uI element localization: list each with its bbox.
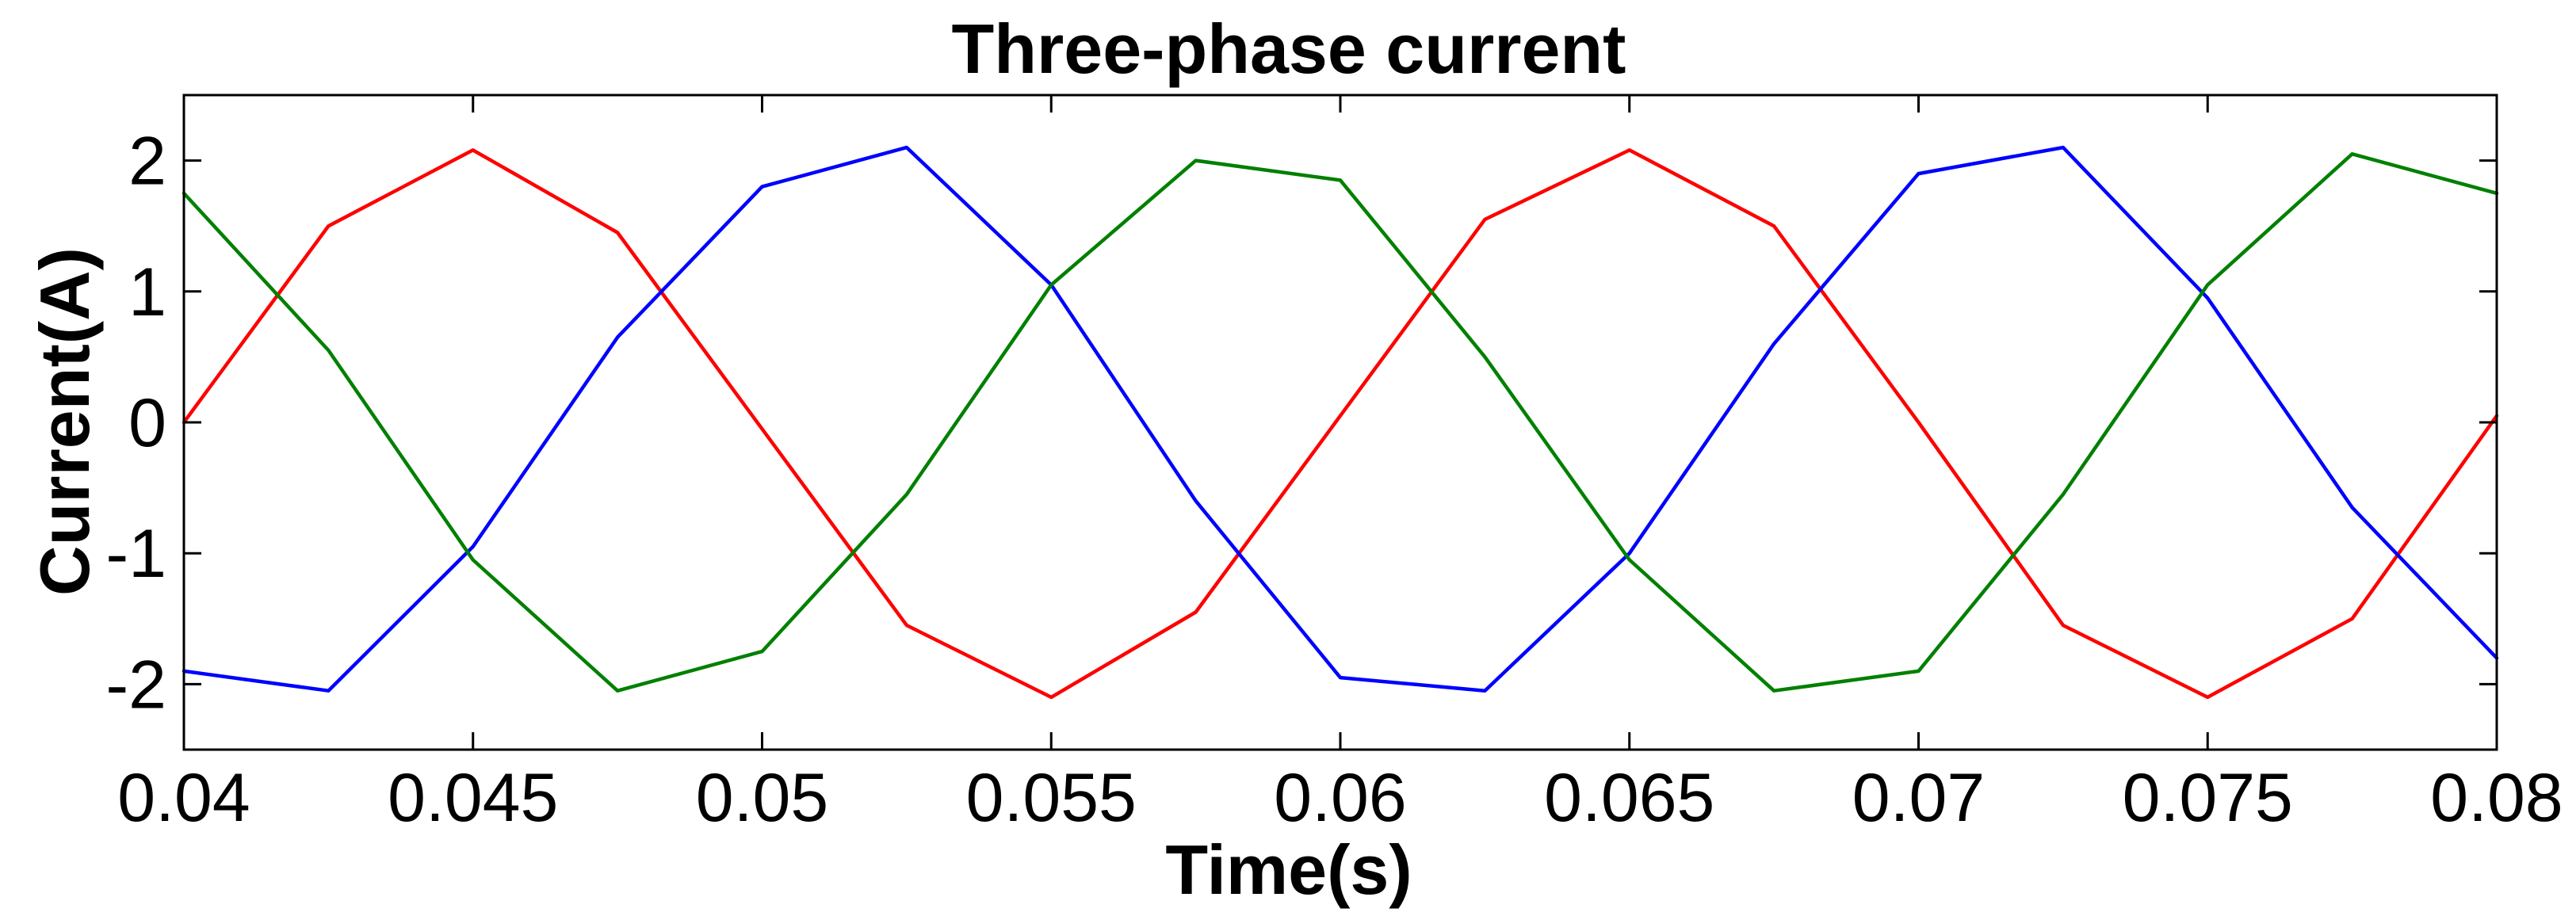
y-tick-label: 2 bbox=[128, 124, 166, 200]
chart-title: Three-phase current bbox=[952, 10, 1626, 88]
plot-frame bbox=[182, 94, 2498, 751]
series-line-3 bbox=[182, 152, 2499, 693]
x-tick-label: 0.045 bbox=[388, 760, 558, 836]
plot-area bbox=[182, 94, 2499, 751]
y-axis: -2 -1 0 1 2 bbox=[106, 124, 2497, 723]
x-tick-label: 0.06 bbox=[1274, 760, 1406, 836]
x-tick-label: 0.04 bbox=[117, 760, 250, 836]
y-tick-label: 0 bbox=[128, 385, 166, 461]
y-axis-label: Current(A) bbox=[25, 247, 104, 596]
series-line-2 bbox=[182, 145, 2499, 693]
x-axis: 0.04 0.045 0.05 0.055 0.06 0.065 0.07 0.075 0.08 bbox=[117, 95, 2563, 836]
y-tick-label: -2 bbox=[106, 647, 166, 723]
y-tick-label: -1 bbox=[106, 516, 166, 592]
series-line-1 bbox=[182, 148, 2499, 700]
x-tick-label: 0.055 bbox=[966, 760, 1137, 836]
x-tick-label: 0.065 bbox=[1544, 760, 1714, 836]
x-tick-label: 0.07 bbox=[1852, 760, 1985, 836]
x-tick-label: 0.075 bbox=[2123, 760, 2293, 836]
x-tick-label: 0.08 bbox=[2430, 760, 2563, 836]
x-tick-label: 0.05 bbox=[696, 760, 828, 836]
y-tick-label: 1 bbox=[128, 254, 166, 330]
x-axis-label: Time(s) bbox=[1165, 830, 1412, 909]
